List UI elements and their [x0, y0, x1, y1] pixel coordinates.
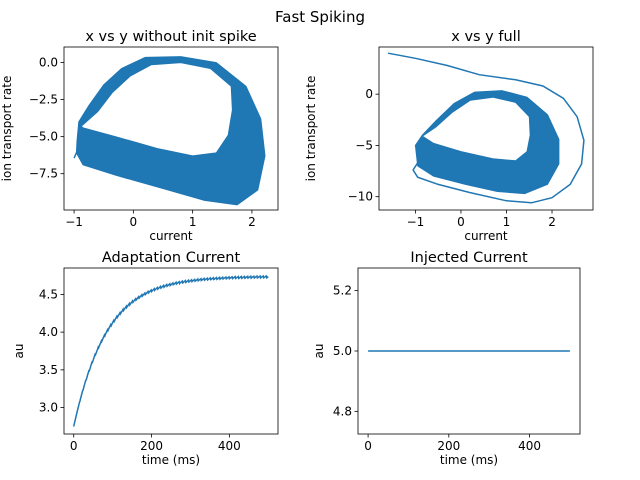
x-tick-label: 0	[457, 215, 465, 229]
x-tick-label: 2	[548, 215, 556, 229]
limit-cycle-band	[75, 56, 266, 206]
chart-title: Injected Current	[410, 250, 528, 266]
chart-title: x vs y full	[451, 29, 520, 45]
y-axis-label: ion transport rate	[0, 76, 14, 182]
y-tick-label: 5.2	[333, 284, 352, 298]
x-tick-label: −1	[407, 215, 425, 229]
plot-area	[72, 274, 269, 427]
x-axis-label: current	[464, 229, 508, 243]
x-tick-label: 400	[218, 439, 241, 453]
initial-spike-trajectory-line	[387, 52, 585, 204]
y-axis-label: au	[312, 344, 326, 359]
x-axis-label: time (ms)	[142, 453, 200, 467]
chart-panel-4: 0 200 400 4.8 5.0 5.2 Injected Current time (ms…	[312, 250, 581, 467]
chart-title: Adaptation Current	[102, 250, 241, 266]
y-tick-label: 3.5	[39, 363, 58, 377]
x-tick-label: 400	[518, 439, 541, 453]
x-axis-label: current	[149, 229, 193, 243]
y-axis-label: ion transport rate	[304, 76, 318, 182]
x-tick-label: 1	[189, 215, 197, 229]
x-tick-label: −1	[65, 215, 83, 229]
x-tick-label: 0	[70, 439, 78, 453]
y-tick-label: 3.0	[39, 401, 58, 415]
figure-suptitle: Fast Spiking	[275, 8, 365, 26]
adaptation-current-line	[72, 274, 269, 427]
trajectory-tail-line	[73, 142, 81, 159]
y-tick-label: −5	[355, 138, 373, 152]
plot-area	[73, 56, 266, 206]
y-tick-label: −7.5	[29, 167, 58, 181]
limit-cycle-band	[414, 90, 560, 195]
x-tick-label: 2	[248, 215, 256, 229]
y-tick-label: 0.0	[39, 56, 58, 70]
axes-frame	[63, 267, 279, 435]
axes-frame	[63, 46, 279, 211]
y-tick-label: 4.5	[39, 287, 58, 301]
x-tick-label: 1	[503, 215, 511, 229]
x-tick-label: 0	[130, 215, 138, 229]
axes-frame	[378, 46, 594, 211]
plot-area	[387, 52, 585, 204]
chart-title: x vs y without init spike	[85, 29, 256, 45]
y-tick-label: −10	[348, 190, 373, 204]
x-axis-label: time (ms)	[440, 453, 498, 467]
x-tick-label: 200	[437, 439, 460, 453]
chart-panel-3: 0 200 400 3.0 3.5 4.0 4.5 Adaptation Current tim…	[12, 250, 279, 467]
x-tick-label: 200	[140, 439, 163, 453]
y-tick-label: 4.8	[333, 404, 352, 418]
y-tick-label: −5.0	[29, 130, 58, 144]
y-tick-label: −2.5	[29, 93, 58, 107]
y-tick-label: 0	[365, 87, 373, 101]
y-axis-label: au	[12, 344, 26, 359]
y-tick-label: 4.0	[39, 325, 58, 339]
chart-panel-1: −1 0 1 2 0.0 −2.5 −5.0 −7.5 x vs y without init …	[0, 29, 279, 243]
y-tick-label: 5.0	[333, 344, 352, 358]
x-tick-label: 0	[364, 439, 372, 453]
